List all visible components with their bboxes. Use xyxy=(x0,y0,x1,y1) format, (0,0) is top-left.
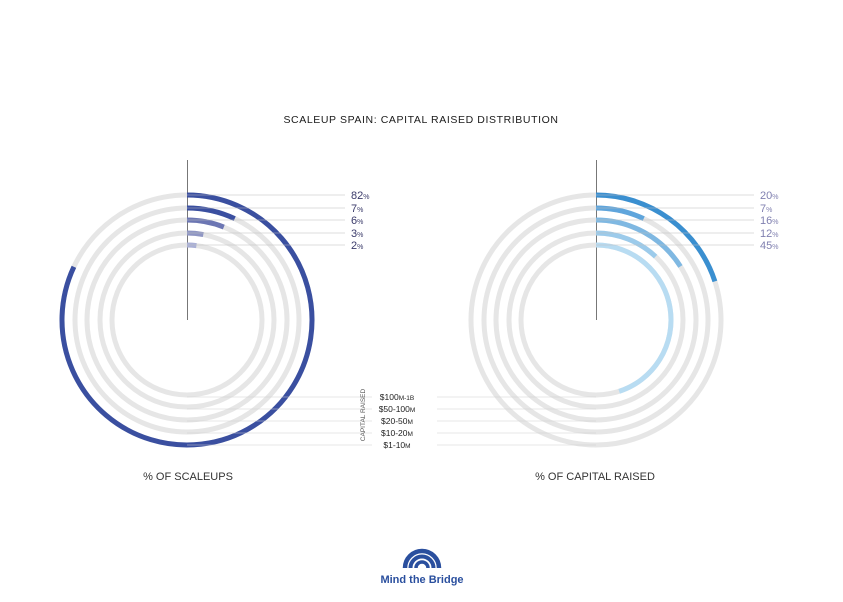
data-label: 12% xyxy=(760,228,778,240)
ring-track xyxy=(84,217,290,423)
category-label: $50-100M xyxy=(379,404,416,414)
ring-track xyxy=(109,242,265,398)
page-title: SCALEUP SPAIN: CAPITAL RAISED DISTRIBUTI… xyxy=(283,114,558,126)
ring-track xyxy=(97,230,277,410)
radial-bar-arc xyxy=(186,205,236,221)
logo-arch xyxy=(414,560,430,569)
radial-bar-arc xyxy=(186,217,225,230)
left-chart-caption: % OF SCALEUPS xyxy=(143,471,233,483)
data-label: 45% xyxy=(760,240,778,252)
capital-raised-radial-chart: 20%7%16%12%45% xyxy=(468,160,778,448)
logo-arch xyxy=(402,548,442,569)
legend-axis-label: CAPITAL RAISED xyxy=(360,389,367,442)
bridge-arch-icon xyxy=(402,548,442,569)
category-label: $1-10M xyxy=(383,440,410,450)
data-label: 6% xyxy=(351,215,363,227)
radial-bar-arc xyxy=(595,192,718,283)
data-label: 2% xyxy=(351,240,363,252)
logo-arch xyxy=(408,554,436,569)
right-chart-caption: % OF CAPITAL RAISED xyxy=(535,471,655,483)
radial-bar-arc xyxy=(595,205,645,221)
category-legend: $100M-1B $50-100M $20-50M $10-20M $1-10M CAPI… xyxy=(187,389,596,450)
data-label: 7% xyxy=(351,203,363,215)
data-label: 16% xyxy=(760,215,778,227)
brand-name: Mind the Bridge xyxy=(380,574,463,586)
ring-track xyxy=(481,205,711,435)
category-label: $100M-1B xyxy=(380,392,414,402)
brand-logo: Mind the Bridge xyxy=(380,548,464,586)
ring-track xyxy=(72,205,302,435)
radial-bar-arc xyxy=(595,217,683,268)
radial-bar-arc xyxy=(59,192,315,448)
data-label: 82% xyxy=(351,190,369,202)
data-label: 7% xyxy=(760,203,772,215)
scaleups-radial-chart: 82%7%6%3%2% xyxy=(59,160,369,448)
category-label: $20-50M xyxy=(381,416,413,426)
radial-bar-arc xyxy=(595,242,674,394)
data-label: 3% xyxy=(351,228,363,240)
category-label: $10-20M xyxy=(381,428,413,438)
ring-track xyxy=(506,230,686,410)
data-label: 20% xyxy=(760,190,778,202)
